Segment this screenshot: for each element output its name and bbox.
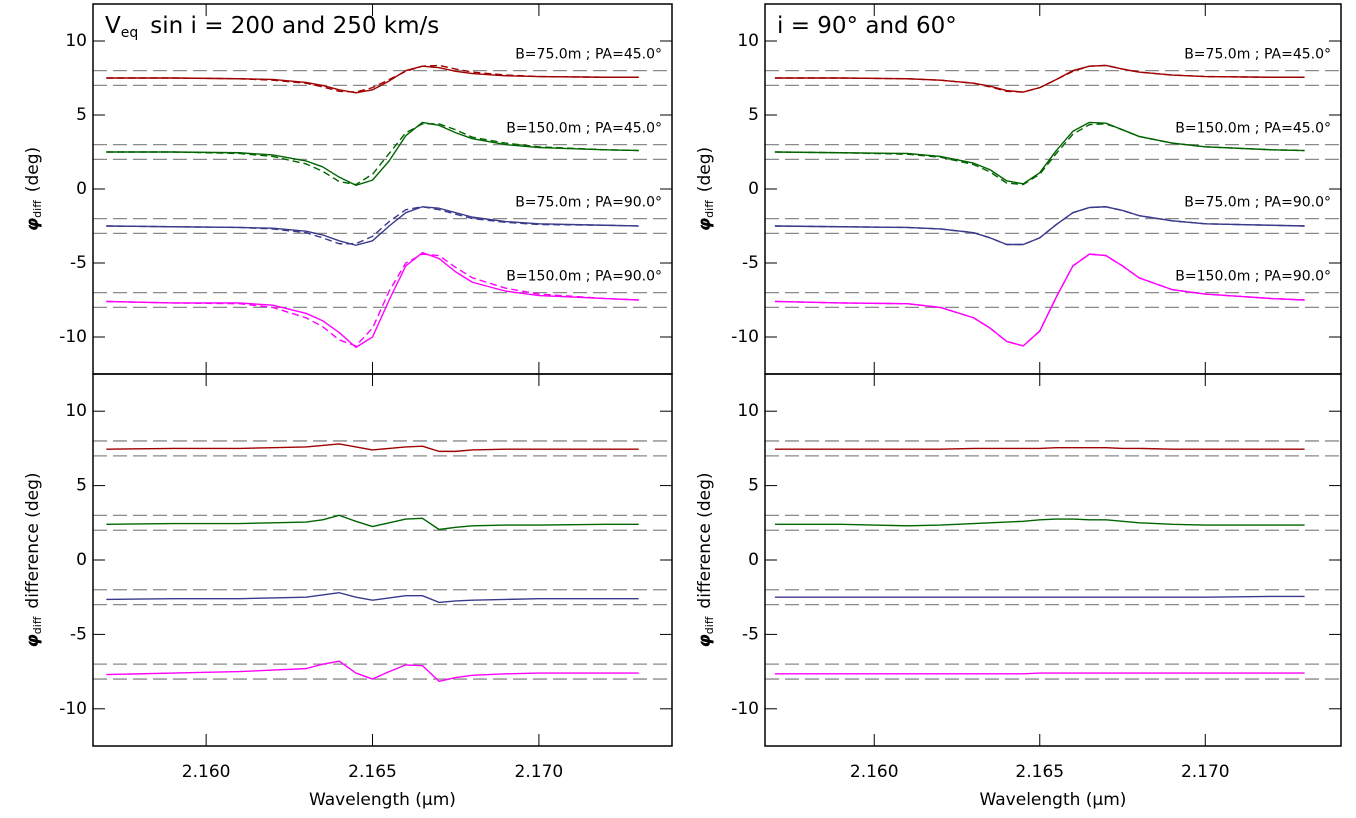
data-line [106, 660, 639, 682]
panel: 10 5 0 -5 -10 φdiff (deg) Veq sin i = 200 and 25… [23, 3, 673, 375]
y-label-subscript: diff [703, 200, 716, 218]
y-tick-label: 10 [737, 31, 759, 51]
panel: 10 5 0 -5 -10 φdiff (deg) i = 90° and 60° B=75.0… [695, 3, 1342, 375]
curve-annotation: B=75.0m ; PA=45.0° [515, 47, 662, 63]
plot-frame [92, 373, 673, 747]
x-axis-label: Wavelength (μm) [309, 790, 456, 810]
y-label-symbol: φ [23, 634, 43, 647]
title-text: V [105, 13, 121, 39]
data-line [774, 446, 1305, 450]
x-tick-label: 2.165 [348, 762, 397, 782]
y-label-text: (deg) [23, 147, 43, 192]
data-line [774, 64, 1305, 93]
plot-frame [764, 373, 1342, 747]
data-line [106, 123, 639, 186]
y-tick-label: -5 [70, 624, 87, 644]
y-label-subscript: diff [31, 616, 44, 634]
y-label-symbol: φ [695, 218, 715, 231]
data-line [106, 251, 639, 349]
y-tick-label: -10 [59, 327, 87, 347]
panel: 10 5 0 -5 -10 2.160 2.165 2.170 Wavelength (μm) φ… [23, 373, 673, 810]
y-tick-label: 10 [65, 31, 87, 51]
data-line [106, 592, 639, 604]
data-line [106, 206, 639, 245]
data-line [774, 206, 1305, 246]
title-subscript: eq [121, 25, 139, 41]
curve-annotation: B=75.0m ; PA=90.0° [515, 195, 662, 211]
y-axis-label: φdiff difference (deg) [695, 473, 716, 648]
data-line [106, 514, 639, 531]
y-tick-label: -10 [731, 699, 759, 719]
x-tick-label: 2.160 [182, 762, 231, 782]
curve-annotation: B=75.0m ; PA=45.0° [1184, 47, 1331, 63]
y-label-subscript: diff [703, 616, 716, 634]
data-line [106, 121, 639, 186]
data-line [774, 206, 1305, 246]
curve-annotation: B=75.0m ; PA=90.0° [1184, 195, 1331, 211]
y-tick-label: 5 [76, 476, 87, 496]
panel-title: Veq sin i = 200 and 250 km/s [105, 13, 439, 42]
y-label-text: (deg) [695, 147, 715, 192]
y-tick-label: 10 [737, 401, 759, 421]
data-line [106, 253, 639, 347]
data-line [106, 65, 639, 94]
x-tick-label: 2.160 [850, 762, 899, 782]
y-label-subscript: diff [31, 200, 44, 218]
y-tick-label: -5 [70, 253, 87, 273]
data-line [774, 518, 1305, 527]
curve-annotation: B=150.0m ; PA=45.0° [506, 121, 662, 137]
data-line [106, 443, 639, 453]
y-tick-label: -5 [742, 253, 759, 273]
y-tick-label: -5 [742, 624, 759, 644]
y-tick-label: 0 [76, 550, 87, 570]
y-tick-label: -10 [731, 327, 759, 347]
curve-annotation: B=150.0m ; PA=90.0° [506, 269, 662, 285]
y-tick-label: 5 [748, 105, 759, 125]
y-tick-label: 0 [76, 179, 87, 199]
y-label-text: difference (deg) [695, 473, 715, 609]
y-label-text: difference (deg) [23, 473, 43, 609]
title-text: i = 90° and 60° [777, 13, 957, 39]
x-axis-label: Wavelength (μm) [980, 790, 1127, 810]
y-tick-label: 10 [65, 401, 87, 421]
data-line [106, 64, 639, 93]
panel: 10 5 0 -5 -10 2.160 2.165 2.170 Wavelength (μm) φ… [695, 373, 1342, 810]
y-axis-label: φdiff difference (deg) [23, 473, 44, 648]
data-line [774, 253, 1305, 347]
x-tick-label: 2.170 [515, 762, 564, 782]
y-axis-label: φdiff (deg) [695, 147, 716, 231]
x-tick-label: 2.165 [1015, 762, 1064, 782]
y-axis-label: φdiff (deg) [23, 147, 44, 231]
data-line [774, 672, 1305, 675]
data-line [106, 206, 639, 246]
title-rest: sin i = 200 and 250 km/s [150, 13, 439, 39]
y-tick-label: 5 [748, 476, 759, 496]
y-label-symbol: φ [695, 634, 715, 647]
y-tick-label: 5 [76, 105, 87, 125]
panel-title: i = 90° and 60° [777, 13, 957, 39]
curve-annotation: B=150.0m ; PA=45.0° [1175, 121, 1331, 137]
data-line [774, 595, 1305, 598]
y-tick-label: -10 [59, 699, 87, 719]
curve-annotation: B=150.0m ; PA=90.0° [1175, 269, 1331, 285]
y-label-symbol: φ [23, 218, 43, 231]
data-line [774, 123, 1305, 186]
y-tick-label: 0 [748, 179, 759, 199]
x-tick-label: 2.170 [1181, 762, 1230, 782]
y-tick-label: 0 [748, 550, 759, 570]
